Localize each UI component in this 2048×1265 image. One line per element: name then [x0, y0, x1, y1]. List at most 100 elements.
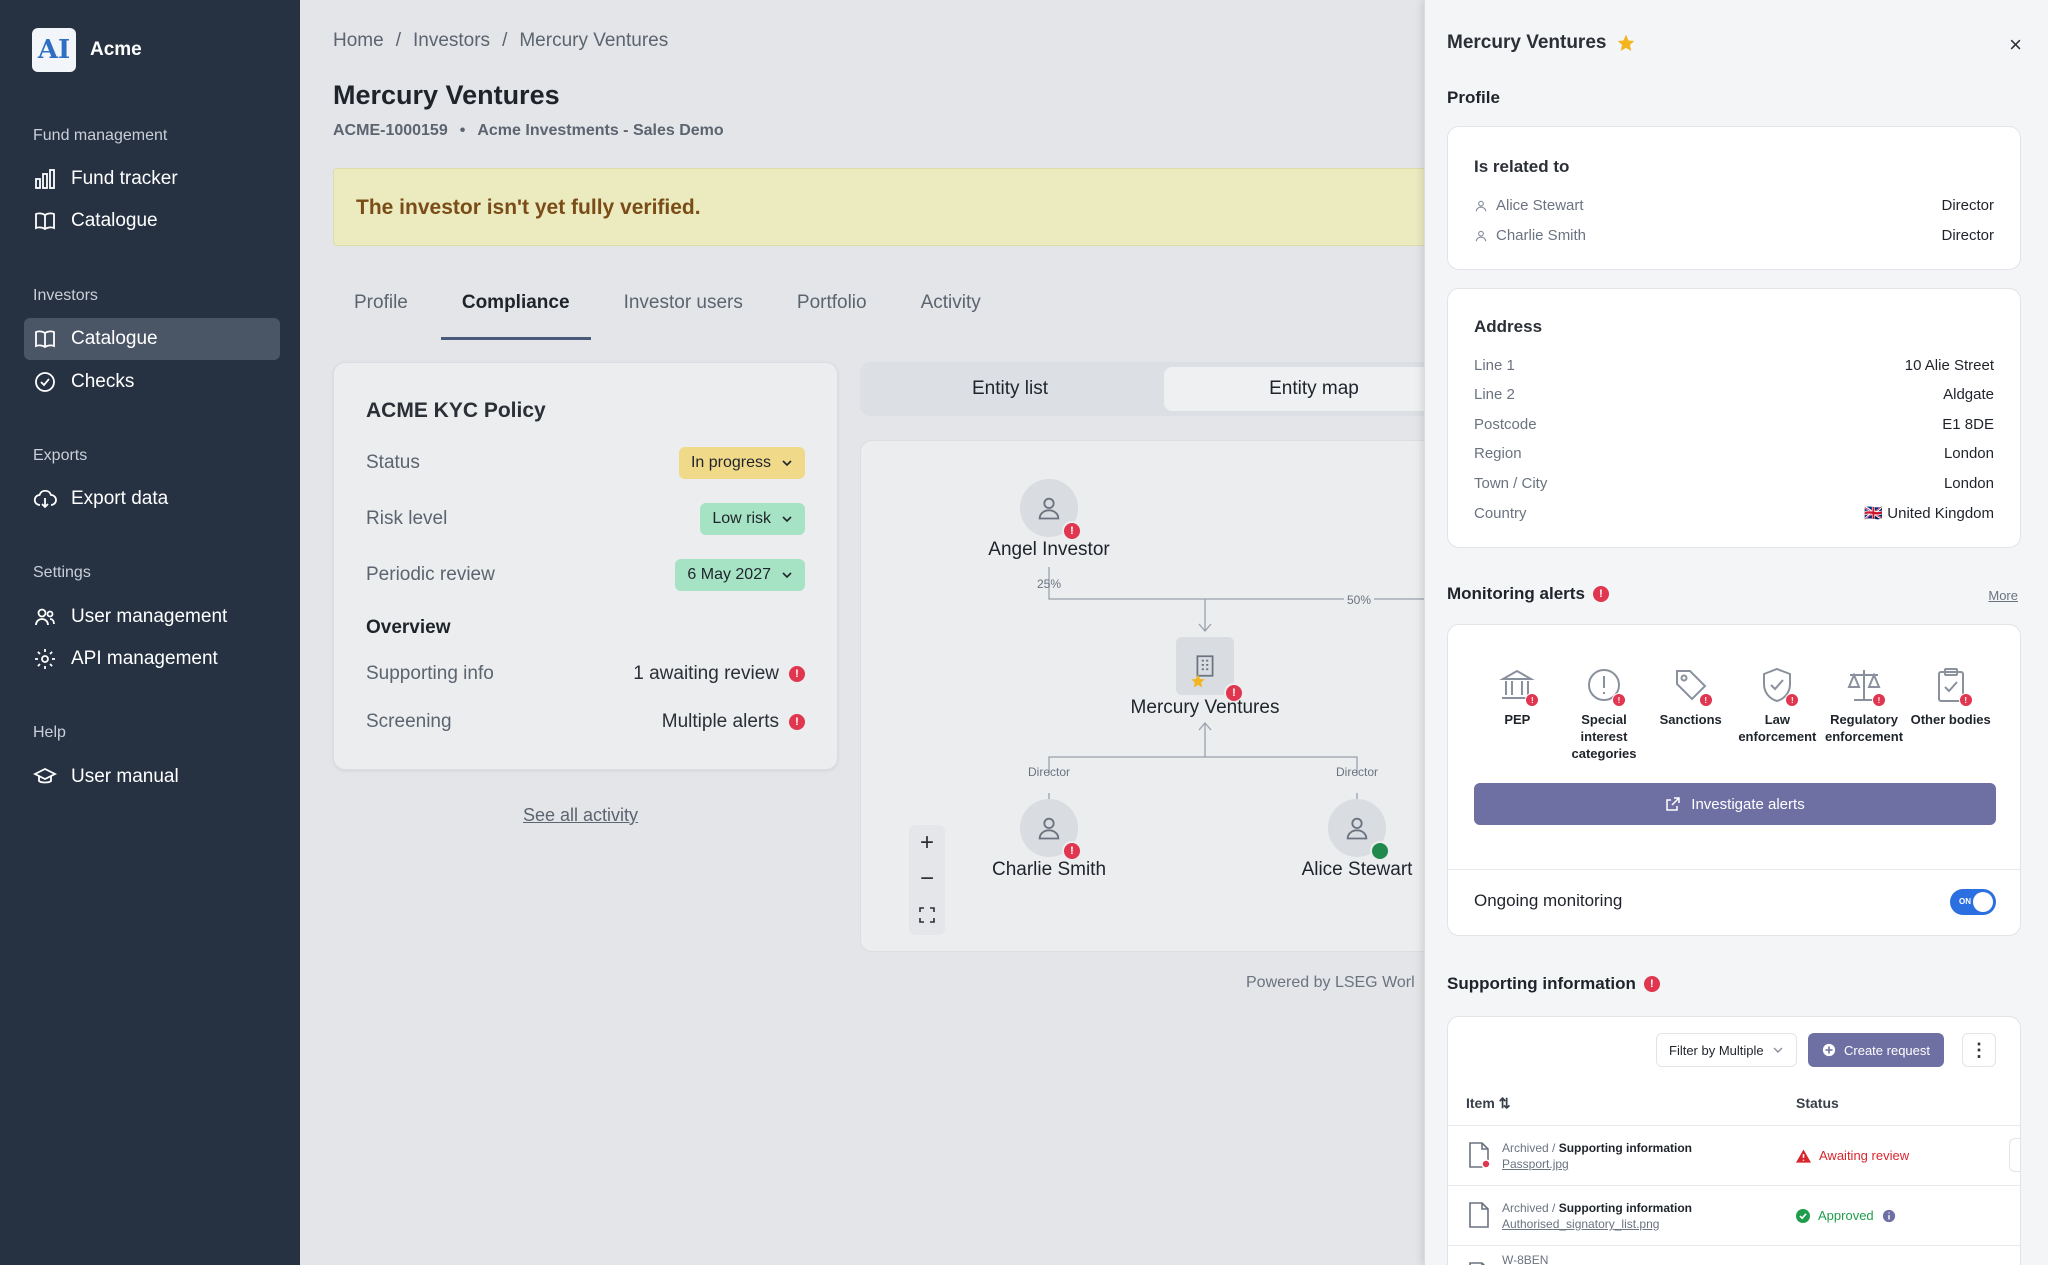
chevron-down-icon: [1773, 1047, 1783, 1053]
alert-category-law-enforcement[interactable]: ! Law enforcement: [1734, 665, 1821, 762]
alert-icon: !: [789, 714, 805, 730]
screening-value: Multiple alerts: [661, 711, 779, 732]
entity-map: ! Angel Investor 25% 50% C ! Mercury Ven…: [860, 440, 1460, 952]
screening-value-wrap[interactable]: Multiple alerts !: [662, 711, 805, 733]
tab-compliance[interactable]: Compliance: [440, 280, 591, 340]
alert-category-label: Regulatory enforcement: [1825, 712, 1904, 744]
alert-icon: !: [1062, 521, 1082, 541]
star-icon[interactable]: [1616, 33, 1636, 53]
related-row[interactable]: Charlie Smith Director: [1474, 227, 1994, 244]
sidebar: AI Acme Fund management Fund tracker Cat…: [0, 0, 300, 1265]
row-status: Awaiting review: [1796, 1148, 1909, 1163]
warning-circle-icon: [1588, 669, 1620, 701]
charlie-smith-node[interactable]: !: [1020, 799, 1082, 861]
row-prefix: Archived /: [1502, 1141, 1559, 1155]
subtitle-bullet: •: [459, 122, 466, 139]
status-label: Status: [366, 452, 420, 473]
table-row[interactable]: Archived / Supporting information Passpo…: [1448, 1125, 2021, 1185]
file-icon: [1469, 1202, 1489, 1228]
chevron-down-icon: [782, 572, 792, 579]
check-circle-icon: [35, 372, 55, 392]
sidebar-item-checks[interactable]: Checks: [24, 361, 280, 403]
supporting-info-value: 1 awaiting review: [633, 663, 779, 684]
tab-portfolio[interactable]: Portfolio: [796, 292, 867, 313]
row-file-link[interactable]: Authorised_signatory_list.png: [1502, 1217, 1660, 1231]
tab-investor-users[interactable]: Investor users: [623, 292, 743, 313]
brand[interactable]: AI Acme: [32, 28, 142, 72]
sidebar-item-investor-catalogue[interactable]: Catalogue: [24, 318, 280, 360]
graduation-cap-icon: [33, 767, 57, 784]
filter-dropdown[interactable]: Filter by Multiple: [1656, 1033, 1797, 1067]
alert-category-sanctions[interactable]: ! Sanctions: [1647, 665, 1734, 762]
tab-bar: Profile Compliance Investor users Portfo…: [333, 280, 1014, 340]
zoom-out-button[interactable]: −: [919, 865, 934, 892]
create-request-label: Create request: [1844, 1042, 1930, 1058]
alert-categories: ! PEP ! Special interest categories ! Sa…: [1474, 665, 1994, 762]
review-label: Periodic review: [366, 564, 495, 585]
entity-map-button[interactable]: Entity map: [1164, 367, 1464, 411]
row-prefix: W-8BEN: [1502, 1253, 1549, 1265]
alert-category-regulatory-enforcement[interactable]: ! Regulatory enforcement: [1821, 665, 1908, 762]
row-action-button[interactable]: [2009, 1138, 2021, 1172]
see-all-activity-link[interactable]: See all activity: [523, 805, 639, 825]
breadcrumb-investors[interactable]: Investors: [412, 30, 491, 51]
create-request-button[interactable]: Create request: [1808, 1033, 1944, 1067]
tab-profile[interactable]: Profile: [354, 292, 408, 313]
tab-activity[interactable]: Activity: [920, 292, 981, 313]
info-icon[interactable]: [1882, 1209, 1896, 1223]
alert-icon: !: [1785, 693, 1800, 707]
status-row: Status In progress: [366, 447, 805, 479]
alice-stewart-node[interactable]: [1328, 799, 1390, 861]
risk-dropdown[interactable]: Low risk: [700, 503, 805, 535]
cloud-download-icon: [33, 489, 57, 509]
entity-list-button[interactable]: Entity list: [971, 378, 1049, 399]
check-circle-icon: [1796, 1208, 1810, 1223]
fullscreen-button[interactable]: [909, 897, 945, 933]
zoom-in-button[interactable]: +: [919, 829, 934, 856]
alert-icon: !: [1958, 693, 1973, 707]
plus-circle-icon: [1822, 1043, 1836, 1057]
alert-icon: !: [789, 666, 805, 682]
supporting-info-heading: Supporting information !: [1447, 974, 1660, 994]
investigate-alerts-button[interactable]: Investigate alerts: [1474, 783, 1996, 825]
address-row: Town / City London: [1474, 475, 1994, 492]
alert-category-special-interest[interactable]: ! Special interest categories: [1561, 665, 1648, 762]
review-dropdown[interactable]: 6 May 2027: [675, 559, 805, 591]
angel-investor-label: Angel Investor: [988, 539, 1110, 560]
alert-category-pep[interactable]: ! PEP: [1474, 665, 1561, 762]
close-icon[interactable]: ×: [2009, 32, 2022, 57]
sidebar-item-fund-tracker[interactable]: Fund tracker: [24, 158, 280, 200]
column-item[interactable]: Item ⇅: [1466, 1095, 1510, 1112]
more-options-button[interactable]: ⋮: [1962, 1033, 1996, 1067]
sidebar-item-user-manual[interactable]: User manual: [24, 756, 280, 798]
person-icon: [1346, 817, 1368, 840]
alert-category-other-bodies[interactable]: ! Other bodies: [1907, 665, 1994, 762]
kyc-title: ACME KYC Policy: [366, 399, 546, 422]
ongoing-monitoring-toggle[interactable]: ON: [1950, 889, 1996, 915]
profile-heading: Profile: [1447, 88, 1500, 107]
brand-name: Acme: [90, 39, 142, 60]
breadcrumb-separator: /: [502, 30, 508, 51]
sidebar-item-api-management[interactable]: API management: [24, 638, 280, 680]
book-icon: [35, 212, 55, 231]
scales-icon: [1847, 670, 1881, 701]
mercury-ventures-node[interactable]: !: [1176, 637, 1244, 703]
status-dropdown[interactable]: In progress: [678, 447, 805, 479]
alert-category-label: PEP: [1504, 712, 1531, 727]
breadcrumb-home[interactable]: Home: [333, 30, 384, 51]
more-dropdown[interactable]: More: [1988, 588, 2018, 603]
supporting-info-value-wrap[interactable]: 1 awaiting review !: [633, 663, 805, 685]
related-row[interactable]: Alice Stewart Director: [1474, 197, 1994, 214]
sidebar-item-fund-catalogue[interactable]: Catalogue: [24, 200, 280, 242]
table-row[interactable]: Archived / Supporting information Author…: [1448, 1185, 2020, 1245]
supporting-info-card: Filter by Multiple Create request ⋮ Item…: [1447, 1016, 2021, 1265]
screening-row: Screening Multiple alerts !: [366, 711, 805, 733]
table-row[interactable]: W-8BEN: [1448, 1245, 2020, 1265]
row-text: W-8BEN: [1502, 1252, 1548, 1265]
review-value: 6 May 2027: [687, 566, 771, 583]
row-file-link[interactable]: Passport.jpg: [1502, 1157, 1569, 1171]
sidebar-item-user-management[interactable]: User management: [24, 596, 280, 638]
angel-investor-node[interactable]: !: [1020, 479, 1082, 541]
column-status: Status: [1796, 1095, 1839, 1111]
sidebar-item-export-data[interactable]: Export data: [24, 478, 280, 520]
